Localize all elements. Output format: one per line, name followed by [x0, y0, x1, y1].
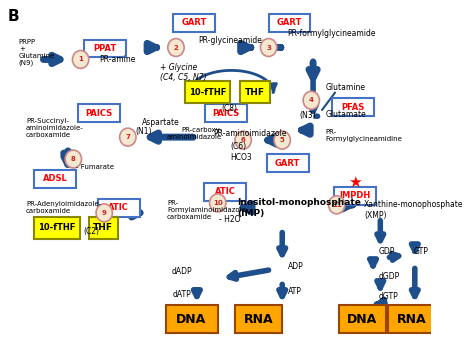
Text: 7: 7 — [126, 134, 130, 140]
Text: 10: 10 — [213, 200, 223, 206]
FancyBboxPatch shape — [269, 14, 310, 31]
Text: ★: ★ — [348, 174, 362, 189]
Text: 3: 3 — [266, 44, 271, 51]
Text: 9: 9 — [102, 210, 107, 216]
Circle shape — [73, 51, 89, 68]
Text: (C2): (C2) — [83, 227, 100, 236]
Text: B: B — [8, 9, 19, 24]
FancyBboxPatch shape — [389, 305, 436, 333]
Text: Aspartate: Aspartate — [141, 118, 179, 127]
Text: GDP: GDP — [378, 247, 395, 256]
Text: IMPDH: IMPDH — [339, 192, 371, 200]
Text: - Fumarate: - Fumarate — [76, 164, 114, 170]
Text: THF: THF — [93, 223, 113, 232]
Text: (C8): (C8) — [221, 104, 237, 113]
FancyBboxPatch shape — [338, 305, 386, 333]
Circle shape — [328, 196, 345, 214]
Circle shape — [168, 39, 184, 56]
Circle shape — [119, 128, 136, 146]
Text: (N1): (N1) — [135, 127, 152, 136]
Text: GART: GART — [182, 18, 207, 27]
Circle shape — [235, 131, 251, 149]
Text: PRPP
+
Glutamine
(N9): PRPP + Glutamine (N9) — [19, 39, 55, 66]
Text: dATP: dATP — [173, 290, 191, 299]
Text: 8: 8 — [71, 156, 76, 162]
Text: 6: 6 — [241, 137, 246, 143]
Text: 10-fTHF: 10-fTHF — [189, 88, 227, 97]
Text: 1: 1 — [78, 56, 83, 63]
Text: 11: 11 — [332, 202, 342, 208]
Text: (N3): (N3) — [300, 111, 316, 120]
Text: + Glycine
(C4, C5, N7): + Glycine (C4, C5, N7) — [160, 63, 206, 82]
Text: 4: 4 — [309, 97, 314, 103]
FancyBboxPatch shape — [185, 81, 230, 103]
Text: ADSL: ADSL — [43, 174, 68, 183]
FancyBboxPatch shape — [166, 305, 218, 333]
Text: GART: GART — [275, 159, 301, 168]
Text: RNA: RNA — [397, 313, 427, 326]
Text: GART: GART — [277, 18, 302, 27]
FancyBboxPatch shape — [78, 104, 119, 122]
Text: ATIC: ATIC — [109, 203, 129, 212]
Text: ADP: ADP — [288, 262, 303, 271]
Text: PR-glycineamide: PR-glycineamide — [199, 36, 263, 45]
FancyBboxPatch shape — [267, 154, 309, 172]
Text: PR-
Formylaminoimidazole-
carboxamide: PR- Formylaminoimidazole- carboxamide — [167, 200, 248, 220]
Text: Inositol-monophosphate
(IMP): Inositol-monophosphate (IMP) — [237, 198, 361, 218]
Text: DNA: DNA — [176, 313, 207, 326]
Text: GTP: GTP — [414, 247, 429, 256]
Text: PR-amine: PR-amine — [99, 55, 135, 64]
Text: PR-Adenyloimidazole-
carboxamide: PR-Adenyloimidazole- carboxamide — [26, 201, 101, 214]
Text: Glutamate: Glutamate — [326, 110, 366, 119]
Text: RNA: RNA — [244, 313, 273, 326]
Text: dGTP: dGTP — [378, 292, 398, 301]
Text: PFAS: PFAS — [341, 103, 365, 112]
Text: - H2O: - H2O — [219, 215, 240, 224]
FancyBboxPatch shape — [204, 183, 246, 201]
Text: PAICS: PAICS — [212, 109, 239, 118]
FancyBboxPatch shape — [89, 217, 118, 239]
Text: PAICS: PAICS — [85, 109, 112, 118]
Text: dADP: dADP — [172, 267, 192, 276]
Text: Glutamine: Glutamine — [326, 83, 366, 92]
Text: PR-Succinyl-
aminoimidazole-
carboxamide: PR-Succinyl- aminoimidazole- carboxamide — [26, 118, 84, 138]
Text: PPAT: PPAT — [93, 44, 117, 53]
Circle shape — [274, 131, 291, 149]
Text: 2: 2 — [173, 44, 178, 51]
FancyBboxPatch shape — [332, 98, 374, 116]
FancyBboxPatch shape — [98, 199, 140, 217]
Text: ATP: ATP — [288, 287, 301, 296]
Text: 5: 5 — [280, 137, 284, 143]
Circle shape — [96, 204, 112, 222]
FancyBboxPatch shape — [235, 305, 282, 333]
Circle shape — [210, 194, 226, 212]
Text: PR-carboxy-
aminoimidazole: PR-carboxy- aminoimidazole — [167, 127, 222, 140]
Circle shape — [303, 91, 319, 109]
Text: dGDP: dGDP — [378, 272, 400, 281]
FancyBboxPatch shape — [205, 104, 247, 122]
FancyBboxPatch shape — [240, 81, 270, 103]
FancyBboxPatch shape — [34, 170, 76, 188]
Text: PR-aminoimidazole: PR-aminoimidazole — [213, 129, 287, 137]
FancyBboxPatch shape — [84, 40, 126, 57]
Text: (C6)
HCO3: (C6) HCO3 — [230, 142, 252, 162]
Text: 10-fTHF: 10-fTHF — [38, 223, 76, 232]
Text: ATIC: ATIC — [215, 187, 236, 196]
Text: DNA: DNA — [347, 313, 377, 326]
Text: PR-
Formylglycineamidine: PR- Formylglycineamidine — [326, 129, 403, 142]
Text: PR-formylglycineamide: PR-formylglycineamide — [288, 29, 376, 38]
Text: THF: THF — [245, 88, 265, 97]
Text: Xanthine-monophosphate
(XMP): Xanthine-monophosphate (XMP) — [364, 200, 464, 220]
FancyBboxPatch shape — [334, 187, 376, 205]
FancyBboxPatch shape — [34, 217, 80, 239]
Circle shape — [260, 39, 277, 56]
Circle shape — [65, 150, 82, 168]
FancyBboxPatch shape — [173, 14, 215, 31]
